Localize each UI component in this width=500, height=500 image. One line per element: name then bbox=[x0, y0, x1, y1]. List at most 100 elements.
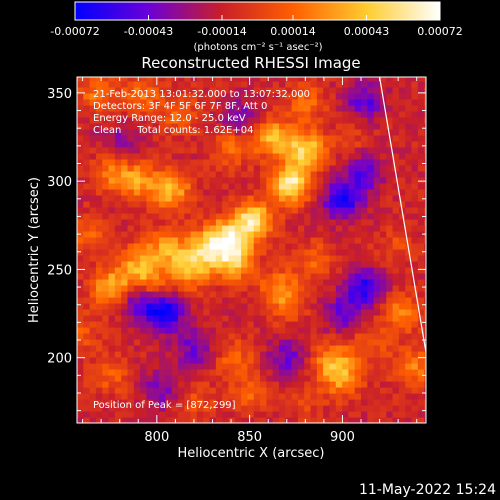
heatmap-cell bbox=[234, 272, 242, 280]
heatmap-cell bbox=[247, 122, 255, 130]
heatmap-cell bbox=[114, 140, 122, 148]
heatmap-cell bbox=[215, 386, 223, 394]
heatmap-cell bbox=[165, 411, 173, 418]
heatmap-cell bbox=[152, 411, 160, 418]
heatmap-cell bbox=[348, 140, 356, 148]
heatmap-cell bbox=[234, 122, 242, 130]
heatmap-cell bbox=[241, 164, 249, 172]
heatmap-cell bbox=[159, 278, 166, 286]
heatmap-cell bbox=[140, 188, 148, 196]
heatmap-cell bbox=[215, 350, 223, 358]
heatmap-cell bbox=[196, 92, 204, 100]
heatmap-cell bbox=[165, 284, 173, 292]
heatmap-cell bbox=[196, 296, 204, 304]
heatmap-cell bbox=[108, 176, 116, 184]
heatmap-cell bbox=[102, 230, 110, 238]
heatmap-cell bbox=[165, 350, 173, 358]
heatmap-cell bbox=[361, 206, 368, 214]
heatmap-cell bbox=[177, 404, 185, 412]
heatmap-cell bbox=[152, 404, 160, 412]
heatmap-cell bbox=[417, 266, 425, 274]
heatmap-cell bbox=[316, 80, 324, 88]
heatmap-cell bbox=[196, 386, 204, 394]
heatmap-cell bbox=[89, 236, 97, 244]
heatmap-cell bbox=[367, 200, 375, 208]
heatmap-cell bbox=[108, 206, 116, 214]
heatmap-cell bbox=[196, 152, 204, 160]
heatmap-cell bbox=[316, 236, 324, 244]
heatmap-cell bbox=[215, 290, 223, 298]
heatmap-cell bbox=[316, 350, 324, 358]
heatmap-cell bbox=[323, 411, 331, 418]
heatmap-cell bbox=[316, 326, 324, 334]
heatmap-cell bbox=[95, 236, 103, 244]
heatmap-cell bbox=[177, 362, 185, 370]
heatmap-cell bbox=[196, 116, 204, 124]
heatmap-cell bbox=[316, 302, 324, 310]
heatmap-cell bbox=[133, 92, 141, 100]
heatmap-cell bbox=[367, 308, 375, 316]
heatmap-cell bbox=[89, 86, 97, 94]
heatmap-cell bbox=[241, 320, 249, 328]
heatmap-cell bbox=[177, 206, 185, 214]
heatmap-cell bbox=[121, 296, 129, 304]
heatmap-cell bbox=[329, 386, 337, 394]
heatmap-cell bbox=[83, 266, 91, 274]
heatmap-cell bbox=[260, 116, 267, 124]
heatmap-cell bbox=[228, 206, 236, 214]
heatmap-cell bbox=[348, 218, 356, 226]
heatmap-cell bbox=[285, 182, 293, 190]
heatmap-cell bbox=[348, 338, 356, 346]
heatmap-cell bbox=[411, 236, 419, 244]
heatmap-cell bbox=[310, 236, 318, 244]
heatmap-cell bbox=[222, 230, 230, 238]
heatmap-cell bbox=[424, 77, 426, 82]
heatmap-cell bbox=[335, 128, 343, 136]
heatmap-cell bbox=[398, 80, 406, 88]
heatmap-cell bbox=[291, 176, 299, 184]
heatmap-cell bbox=[215, 176, 223, 184]
heatmap-cell bbox=[417, 272, 425, 280]
heatmap-cell bbox=[310, 170, 318, 178]
heatmap-cell bbox=[348, 182, 356, 190]
heatmap-cell bbox=[316, 266, 324, 274]
heatmap-cell bbox=[373, 344, 381, 352]
heatmap-cell bbox=[95, 116, 103, 124]
heatmap-cell bbox=[405, 296, 413, 304]
heatmap-cell bbox=[222, 188, 230, 196]
heatmap-cell bbox=[272, 320, 280, 328]
heatmap-cell bbox=[323, 200, 331, 208]
heatmap-cell bbox=[140, 80, 148, 88]
heatmap-cell bbox=[367, 98, 375, 106]
heatmap-cell bbox=[285, 326, 293, 334]
heatmap-cell bbox=[127, 411, 135, 418]
heatmap-cell bbox=[83, 80, 91, 88]
heatmap-cell bbox=[253, 302, 261, 310]
heatmap-cell bbox=[165, 194, 173, 202]
colorbar-ticks bbox=[74, 15, 441, 20]
heatmap-cell bbox=[177, 194, 185, 202]
heatmap-cell bbox=[222, 362, 230, 370]
heatmap-cell bbox=[253, 386, 261, 394]
heatmap-cell bbox=[367, 230, 375, 238]
heatmap-cell bbox=[310, 290, 318, 298]
heatmap-cell bbox=[190, 200, 198, 208]
heatmap-cell bbox=[209, 392, 217, 400]
heatmap-cell bbox=[398, 308, 406, 316]
heatmap-cell bbox=[335, 380, 343, 388]
heatmap-cell bbox=[121, 140, 129, 148]
heatmap-cell bbox=[215, 404, 223, 412]
heatmap-cell bbox=[405, 386, 413, 394]
heatmap-cell bbox=[297, 158, 305, 166]
heatmap-cell bbox=[342, 368, 349, 376]
heatmap-cell bbox=[386, 374, 394, 382]
heatmap-cell bbox=[361, 290, 368, 298]
heatmap-cell bbox=[417, 86, 425, 94]
heatmap-cell bbox=[171, 254, 179, 262]
x-tick-labels: 800 850 900 bbox=[144, 430, 354, 445]
heatmap-cell bbox=[77, 218, 84, 226]
heatmap-cell bbox=[304, 176, 312, 184]
heatmap-cell bbox=[323, 170, 331, 178]
heatmap-cell bbox=[177, 356, 185, 364]
heatmap-cell bbox=[329, 411, 337, 418]
